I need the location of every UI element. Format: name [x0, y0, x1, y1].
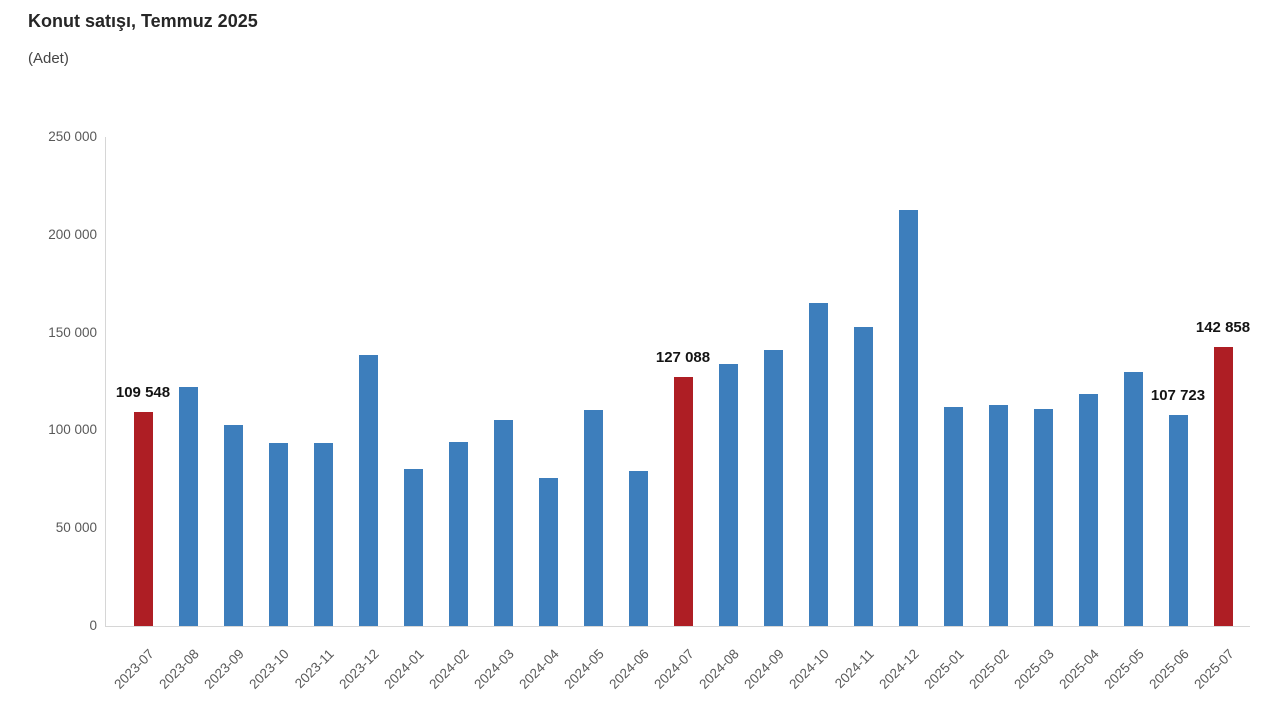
- bar-value-label-2024-07: 127 088: [655, 349, 711, 367]
- x-axis-tick-label: 2024-02: [426, 646, 473, 692]
- bar-2025-05[interactable]: [1123, 371, 1143, 626]
- bar-2024-10[interactable]: [808, 302, 828, 626]
- bar-2024-06[interactable]: [628, 470, 648, 626]
- x-axis-tick-label: 2024-08: [696, 646, 743, 692]
- x-axis-tick-label: 2025-01: [921, 646, 968, 692]
- x-axis-tick-label: 2023-08: [156, 646, 203, 692]
- bar-2023-07[interactable]: [133, 411, 153, 626]
- chart-subtitle: (Adet): [28, 50, 69, 67]
- x-axis-tick-label: 2025-04: [1056, 646, 1103, 692]
- bar-2025-02[interactable]: [988, 405, 1008, 626]
- x-axis-tick-label: 2025-02: [966, 646, 1013, 692]
- x-axis-tick-label: 2025-06: [1146, 646, 1193, 692]
- x-axis-tick-label: 2024-11: [832, 646, 878, 692]
- y-axis-tick-label: 200 000: [48, 226, 97, 242]
- x-axis-tick-label: 2025-05: [1101, 646, 1148, 692]
- y-axis-tick-label: 50 000: [55, 520, 97, 536]
- bar-2024-07[interactable]: [673, 377, 693, 626]
- x-axis-line: [105, 626, 1250, 627]
- bar-value-label-2025-06: 107 723: [1150, 387, 1206, 405]
- bar-2024-03[interactable]: [493, 419, 513, 626]
- bar-2024-09[interactable]: [763, 350, 783, 626]
- x-axis-tick-label: 2024-12: [876, 646, 923, 692]
- bar-2024-04[interactable]: [538, 478, 558, 626]
- x-axis-tick-label: 2023-10: [246, 646, 293, 692]
- bar-2024-05[interactable]: [583, 409, 603, 626]
- bar-2023-11[interactable]: [313, 443, 333, 626]
- chart-title: Konut satışı, Temmuz 2025: [28, 11, 258, 31]
- x-axis-tick-label: 2024-01: [381, 646, 428, 692]
- x-axis-tick-label: 2024-10: [786, 646, 833, 692]
- bar-value-label-2023-07: 109 548: [115, 383, 171, 401]
- x-axis-tick-label: 2025-03: [1011, 646, 1058, 692]
- x-axis-tick-label: 2024-06: [606, 646, 653, 692]
- bar-2024-12[interactable]: [898, 210, 918, 626]
- bar-2024-01[interactable]: [403, 468, 423, 626]
- bar-2023-10[interactable]: [268, 442, 288, 626]
- y-axis-tick-label: 250 000: [48, 129, 97, 144]
- bar-2023-12[interactable]: [358, 354, 378, 626]
- y-axis-tick-label: 150 000: [48, 324, 97, 340]
- y-axis-tick-label: 100 000: [48, 422, 97, 438]
- x-axis-tick-label: 2025-07: [1191, 646, 1238, 692]
- x-axis-tick-label: 2024-05: [561, 646, 608, 692]
- bar-2025-06[interactable]: [1168, 415, 1188, 626]
- bar-2023-08[interactable]: [178, 387, 198, 626]
- x-axis-tick-label: 2023-12: [336, 646, 383, 692]
- x-axis-tick-label: 2024-03: [471, 646, 518, 692]
- bar-value-label-2025-07: 142 858: [1195, 318, 1251, 336]
- x-axis-tick-label: 2024-07: [651, 646, 698, 692]
- bar-2024-08[interactable]: [718, 363, 738, 626]
- bar-2024-02[interactable]: [448, 442, 468, 626]
- x-axis-tick-label: 2024-04: [516, 646, 563, 692]
- x-axis-tick-label: 2023-07: [111, 646, 158, 692]
- bar-2025-07[interactable]: [1213, 346, 1233, 626]
- bar-2025-03[interactable]: [1033, 409, 1053, 626]
- y-axis-tick-label: 0: [89, 618, 97, 633]
- x-axis-tick-label: 2023-11: [292, 646, 338, 692]
- bar-2023-09[interactable]: [223, 425, 243, 626]
- bar-2025-04[interactable]: [1078, 394, 1098, 626]
- x-axis-tick-label: 2023-09: [201, 646, 248, 692]
- x-axis-tick-label: 2024-09: [741, 646, 788, 692]
- y-axis-line: [105, 137, 106, 626]
- bar-2024-11[interactable]: [853, 326, 873, 626]
- bar-2025-01[interactable]: [943, 406, 963, 626]
